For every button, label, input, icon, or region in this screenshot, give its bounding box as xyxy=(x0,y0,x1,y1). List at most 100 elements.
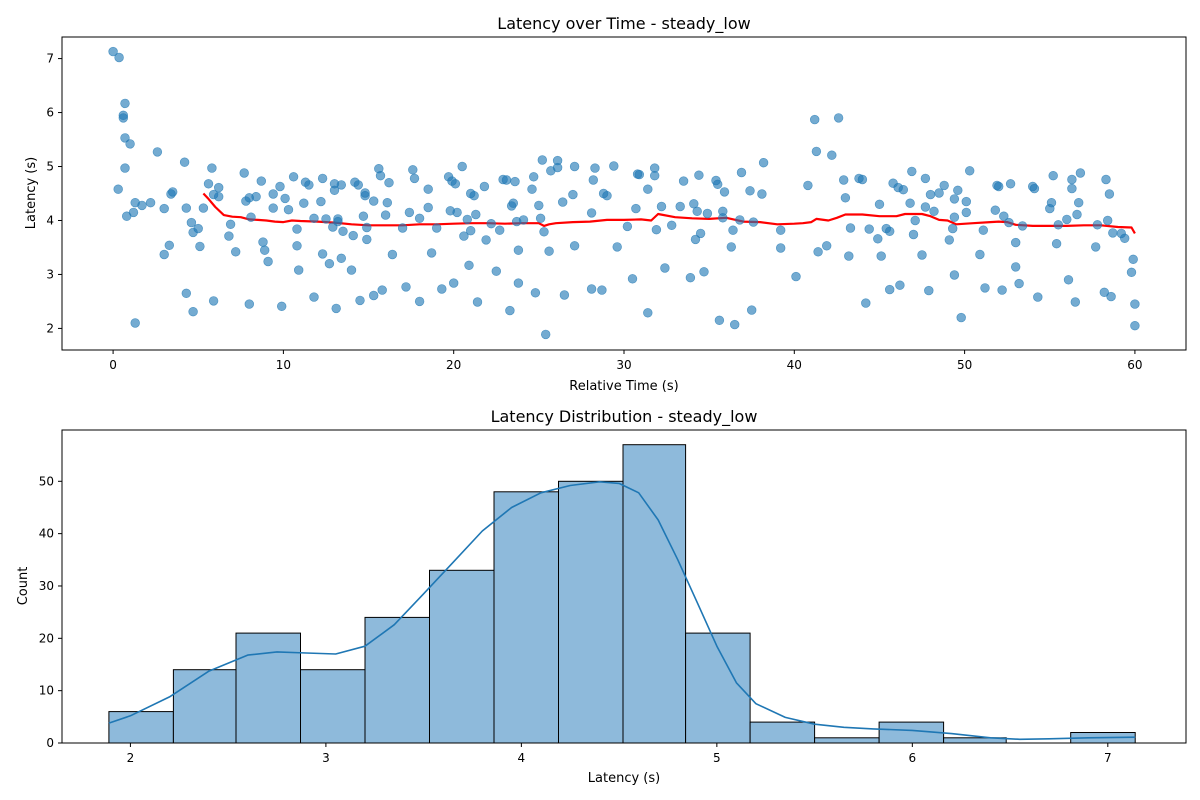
scatter-point xyxy=(539,227,549,237)
scatter-point xyxy=(586,284,597,294)
histogram-title: Latency Distribution - steady_low xyxy=(491,407,758,427)
scatter-point xyxy=(471,209,481,220)
scatter-point xyxy=(225,219,236,230)
kde-curve xyxy=(108,481,1136,741)
scatter-point xyxy=(827,150,837,160)
scatter-point xyxy=(907,166,917,177)
scatter-point xyxy=(934,188,944,198)
scatter-point xyxy=(1101,174,1111,185)
scatter-point xyxy=(908,229,919,240)
scatter-point xyxy=(409,173,420,184)
scatter-y-tick-label: 6 xyxy=(46,106,54,120)
scatter-point xyxy=(534,200,544,211)
scatter-point xyxy=(114,52,124,63)
scatter-point xyxy=(844,251,854,261)
scatter-point xyxy=(113,184,123,194)
scatter-point xyxy=(292,224,302,234)
histogram-bars-layer xyxy=(108,444,1136,744)
scatter-point xyxy=(873,234,883,244)
scatter-point xyxy=(910,215,920,226)
scatter-point xyxy=(179,157,190,167)
scatter-point xyxy=(884,284,895,295)
scatter-point xyxy=(1108,228,1118,238)
scatter-point xyxy=(263,256,273,267)
scatter-point xyxy=(159,203,169,214)
scatter-point xyxy=(631,203,641,214)
scatter-point xyxy=(513,245,524,255)
histogram-bar xyxy=(814,737,880,744)
scatter-point xyxy=(544,246,554,256)
histogram-bar xyxy=(300,669,366,744)
histogram-bar xyxy=(235,632,301,744)
scatter-point xyxy=(414,296,425,307)
scatter-point xyxy=(437,284,447,294)
scatter-point xyxy=(961,207,971,218)
scatter-point xyxy=(949,212,960,222)
scatter-point xyxy=(694,170,704,180)
scatter-point xyxy=(246,212,256,222)
scatter-point xyxy=(622,221,633,232)
scatter-point xyxy=(699,267,709,277)
scatter-y-tick-label: 7 xyxy=(46,52,54,66)
scatter-title: Latency over Time - steady_low xyxy=(497,14,750,34)
scatter-point xyxy=(317,173,328,184)
scatter-point xyxy=(1067,174,1077,185)
scatter-point xyxy=(203,179,214,189)
scatter-point xyxy=(953,185,963,196)
scatter-point xyxy=(1033,292,1043,302)
scatter-point xyxy=(495,225,505,235)
scatter-point xyxy=(597,285,607,295)
scatter-point xyxy=(1063,275,1074,285)
scatter-point xyxy=(401,282,411,292)
scatter-point xyxy=(1130,299,1140,309)
scatter-x-tick-label: 60 xyxy=(1127,358,1142,372)
scatter-point xyxy=(331,303,341,314)
scatter-point xyxy=(501,175,512,185)
scatter-point xyxy=(961,196,971,207)
scatter-point xyxy=(1017,221,1028,231)
scatter-point xyxy=(656,201,667,212)
scatter-point xyxy=(321,214,331,224)
scatter-point xyxy=(128,207,139,218)
scatter-point xyxy=(1073,198,1084,208)
scatter-point xyxy=(164,240,175,251)
scatter-point xyxy=(464,260,474,270)
scatter-point xyxy=(586,208,597,218)
histogram-bar xyxy=(749,721,816,744)
scatter-point xyxy=(423,184,433,194)
histogram-bar xyxy=(429,569,495,744)
scatter-x-tick-label: 10 xyxy=(276,358,291,372)
histogram-x-axis-label: Latency (s) xyxy=(588,771,660,786)
histogram-y-tick-label: 30 xyxy=(39,579,54,593)
scatter-point xyxy=(258,237,268,247)
histogram-y-tick-label: 20 xyxy=(39,631,54,645)
scatter-point xyxy=(833,113,844,123)
scatter-point xyxy=(256,176,266,186)
scatter-point xyxy=(1102,215,1113,226)
scatter-point xyxy=(432,223,442,233)
scatter-y-tick-label: 4 xyxy=(46,213,54,227)
scatter-point xyxy=(346,265,357,275)
scatter-point xyxy=(861,298,871,308)
histogram-x-tick-label: 7 xyxy=(1104,751,1112,765)
scatter-point xyxy=(775,225,786,235)
scatter-point xyxy=(612,242,622,252)
scatter-x-ticks: 0 10 20 30 40 50 60 xyxy=(109,350,1143,372)
scatter-point xyxy=(280,193,290,204)
scatter-point xyxy=(1070,297,1081,307)
scatter-point xyxy=(993,181,1004,192)
scatter-point xyxy=(864,224,874,234)
scatter-x-axis-label: Relative Time (s) xyxy=(569,379,678,394)
scatter-point xyxy=(152,147,163,157)
scatter-point xyxy=(336,180,346,190)
scatter-point xyxy=(309,213,319,224)
scatter-point xyxy=(384,178,394,188)
scatter-point xyxy=(1067,183,1077,194)
scatter-x-tick-label: 0 xyxy=(109,358,117,372)
scatter-point xyxy=(377,285,387,295)
scatter-point xyxy=(375,171,386,181)
scatter-point xyxy=(895,280,905,290)
scatter-point xyxy=(746,305,757,315)
scatter-point xyxy=(949,194,960,204)
scatter-point xyxy=(758,158,769,168)
